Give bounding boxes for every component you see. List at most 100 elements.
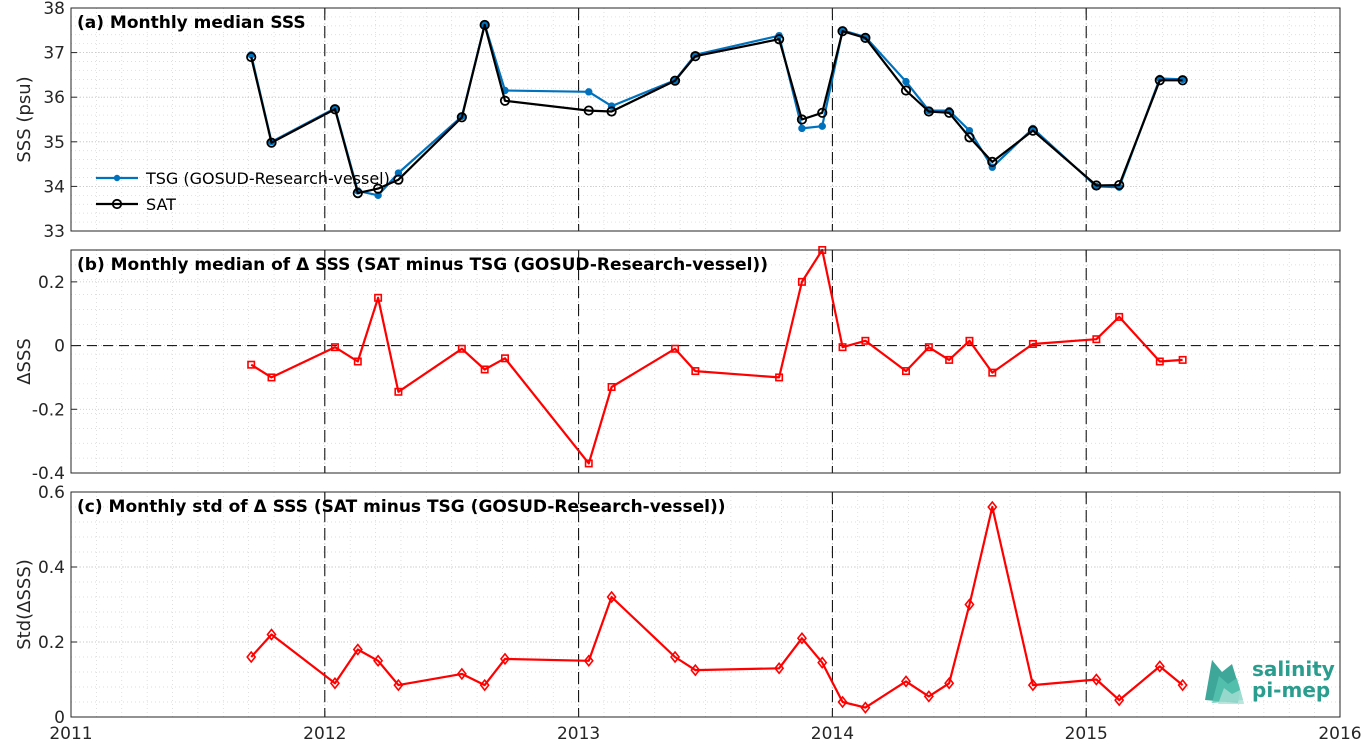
data-point: [607, 382, 616, 391]
data-point: [817, 656, 828, 669]
data-point: [457, 344, 466, 353]
data-point: [499, 652, 511, 666]
data-point: [837, 26, 848, 37]
y-axis: 33 34 35 36 37 38: [43, 0, 1340, 242]
plot-area: [71, 250, 1340, 473]
x-tick-label: 2016: [1318, 724, 1361, 744]
data-point: [393, 174, 404, 185]
series-delta: [247, 246, 1187, 468]
data-point: [902, 367, 911, 376]
data-point: [1114, 693, 1125, 707]
data-point: [394, 387, 403, 396]
data-point: [1114, 179, 1125, 191]
data-point: [669, 75, 681, 86]
y-tick-label: -0.4: [32, 464, 65, 484]
data-point: [266, 137, 277, 148]
data-point: [352, 643, 363, 656]
data-point: [353, 357, 362, 366]
data-point: [1115, 312, 1124, 321]
y-tick-label: 37: [43, 44, 65, 64]
data-point: [798, 124, 806, 133]
panel-c: 0 0.2 0.4 0.6 2011 2012 2013 2014 2015 2016 Std(ΔS…: [14, 483, 1362, 744]
data-point: [456, 112, 467, 123]
y-tick-label: 34: [43, 177, 65, 197]
data-point: [1177, 678, 1188, 692]
data-point: [691, 367, 700, 376]
data-point: [965, 336, 974, 345]
data-point: [583, 654, 594, 668]
salinity-pi-mep-logo: salinity pi-mep: [1205, 657, 1335, 704]
y-tick-label: 0.6: [38, 483, 65, 503]
axes-frame: [70, 7, 1341, 232]
data-point: [924, 343, 933, 352]
series-line: [250, 248, 1183, 465]
x-axis: [70, 250, 1341, 473]
x-axis: 2011 2012 2013 2014 2015 2016: [49, 492, 1362, 744]
y-tick-label: -0.2: [32, 400, 65, 420]
data-point: [1177, 75, 1188, 86]
data-point: [944, 107, 955, 118]
data-point: [1091, 180, 1102, 191]
x-tick-label: 2014: [811, 724, 854, 744]
data-point: [796, 114, 808, 125]
data-point: [923, 106, 934, 117]
data-point: [393, 678, 404, 692]
data-point: [479, 678, 490, 692]
y-tick-label: 0: [54, 708, 65, 728]
data-point: [1154, 75, 1165, 86]
data-point: [584, 459, 593, 468]
data-point: [860, 32, 871, 43]
data-point: [456, 667, 467, 681]
data-point: [606, 590, 617, 604]
data-point: [945, 355, 954, 364]
data-point: [479, 19, 490, 31]
series-sat: [246, 19, 1188, 199]
data-point: [372, 183, 384, 194]
y-tick-label: 0.2: [38, 633, 65, 653]
logo-line-2: pi-mep: [1252, 678, 1330, 702]
panel-title: (c) Monthly std of Δ SSS (SAT minus TSG …: [77, 497, 725, 517]
legend-entry-label: SAT: [146, 195, 176, 214]
y-tick-label: 33: [43, 222, 65, 242]
y-tick-label: 35: [43, 133, 65, 153]
plot-area: [71, 8, 1340, 231]
data-point: [817, 107, 828, 118]
data-point: [606, 106, 617, 117]
y-tick-label: 38: [43, 0, 65, 19]
x-tick-label: 2012: [303, 724, 346, 744]
logo-wave-icon: [1205, 660, 1244, 704]
x-tick-label: 2015: [1065, 724, 1108, 744]
data-point: [373, 654, 384, 668]
panel-title: (a) Monthly median SSS: [77, 13, 306, 33]
legend: TSG (GOSUD-Research-vessel) SAT: [96, 169, 390, 214]
data-point: [330, 343, 339, 352]
data-point: [860, 701, 871, 714]
data-point: [267, 373, 276, 382]
data-point: [670, 650, 681, 664]
data-point: [690, 663, 701, 677]
data-point: [1027, 125, 1039, 136]
data-point: [247, 360, 256, 369]
logo-line-1: salinity: [1252, 657, 1335, 681]
data-point: [797, 277, 806, 286]
data-point: [964, 132, 975, 143]
data-point: [1091, 673, 1102, 686]
panel-b: -0.4 -0.2 0 0.2 ΔSSS (b) Monthly median of Δ …: [14, 246, 1341, 484]
data-point: [671, 344, 680, 353]
y-tick-label: 0.4: [38, 558, 65, 578]
data-point: [838, 343, 847, 352]
x-tick-label: 2013: [557, 724, 600, 744]
data-point: [329, 104, 341, 115]
data-point: [480, 365, 489, 374]
data-point: [796, 631, 807, 645]
data-point: [1027, 678, 1038, 692]
data-point: [374, 293, 383, 302]
x-axis: [70, 8, 1341, 231]
data-point: [900, 675, 912, 688]
axes-frame: [70, 249, 1341, 474]
data-point: [1178, 355, 1187, 364]
data-point: [902, 77, 910, 86]
x-tick-label: 2011: [49, 724, 92, 744]
data-point: [837, 695, 848, 709]
